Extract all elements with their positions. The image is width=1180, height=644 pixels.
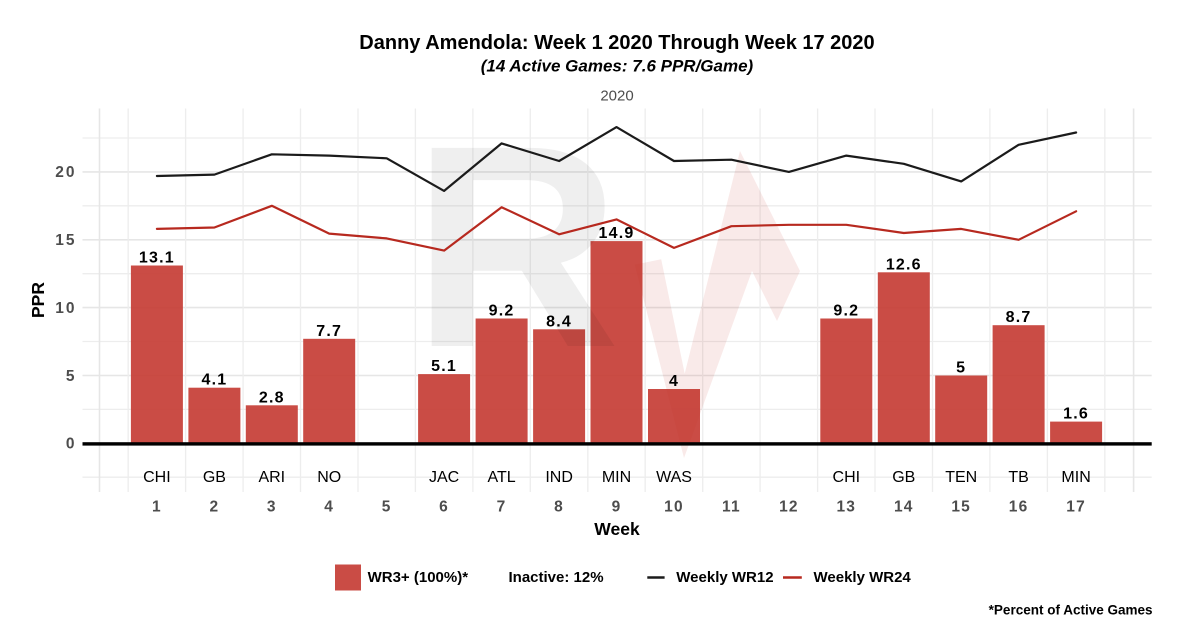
svg-text:2.8: 2.8 bbox=[259, 389, 285, 406]
svg-text:14.9: 14.9 bbox=[599, 225, 635, 242]
svg-text:CHI: CHI bbox=[143, 469, 171, 486]
svg-text:9.2: 9.2 bbox=[833, 303, 859, 320]
svg-text:Weekly WR12: Weekly WR12 bbox=[676, 569, 773, 586]
svg-text:8.7: 8.7 bbox=[1006, 309, 1032, 326]
svg-text:*Percent of Active Games: *Percent of Active Games bbox=[989, 603, 1153, 618]
svg-text:9.2: 9.2 bbox=[489, 303, 515, 320]
svg-text:13: 13 bbox=[836, 499, 856, 516]
svg-text:8.4: 8.4 bbox=[546, 313, 572, 330]
svg-text:PPR: PPR bbox=[28, 282, 48, 318]
svg-text:0: 0 bbox=[66, 436, 77, 453]
svg-text:4: 4 bbox=[324, 499, 334, 516]
svg-text:Weekly WR24: Weekly WR24 bbox=[814, 569, 912, 586]
svg-text:Danny Amendola: Week 1 2020 Th: Danny Amendola: Week 1 2020 Through Week… bbox=[359, 32, 874, 54]
svg-text:13.1: 13.1 bbox=[139, 250, 175, 267]
svg-text:ARI: ARI bbox=[258, 469, 285, 486]
svg-text:GB: GB bbox=[892, 469, 915, 486]
svg-text:9: 9 bbox=[612, 499, 622, 516]
svg-text:TB: TB bbox=[1008, 469, 1028, 486]
svg-text:IND: IND bbox=[545, 469, 573, 486]
svg-text:11: 11 bbox=[722, 499, 741, 516]
svg-text:MIN: MIN bbox=[602, 469, 631, 486]
svg-text:1: 1 bbox=[152, 499, 162, 516]
svg-text:12.6: 12.6 bbox=[886, 256, 922, 273]
svg-text:14: 14 bbox=[894, 499, 914, 516]
svg-text:(14 Active Games: 7.6 PPR/Game: (14 Active Games: 7.6 PPR/Game) bbox=[481, 57, 754, 76]
svg-text:Inactive: 12%: Inactive: 12% bbox=[509, 569, 604, 586]
svg-text:5: 5 bbox=[956, 360, 966, 377]
svg-text:5: 5 bbox=[66, 368, 77, 385]
svg-text:ATL: ATL bbox=[488, 469, 516, 486]
svg-text:12: 12 bbox=[779, 499, 799, 516]
svg-text:5: 5 bbox=[382, 499, 392, 516]
svg-text:MIN: MIN bbox=[1061, 469, 1090, 486]
svg-text:WAS: WAS bbox=[656, 469, 692, 486]
svg-text:10: 10 bbox=[664, 499, 684, 516]
svg-text:4: 4 bbox=[669, 373, 679, 390]
svg-text:4.1: 4.1 bbox=[201, 372, 227, 389]
svg-text:WR3+ (100%)*: WR3+ (100%)* bbox=[368, 569, 469, 586]
svg-text:GB: GB bbox=[203, 469, 226, 486]
svg-text:5.1: 5.1 bbox=[431, 358, 457, 375]
svg-text:3: 3 bbox=[267, 499, 277, 516]
svg-text:20: 20 bbox=[55, 164, 76, 181]
svg-text:JAC: JAC bbox=[429, 469, 459, 486]
svg-text:Week: Week bbox=[594, 519, 640, 539]
svg-text:TEN: TEN bbox=[945, 469, 977, 486]
svg-text:16: 16 bbox=[1009, 499, 1029, 516]
svg-text:7.7: 7.7 bbox=[316, 323, 342, 340]
svg-text:CHI: CHI bbox=[833, 469, 861, 486]
svg-text:15: 15 bbox=[951, 499, 971, 516]
svg-text:17: 17 bbox=[1066, 499, 1086, 516]
svg-text:NO: NO bbox=[317, 469, 341, 486]
svg-text:10: 10 bbox=[55, 300, 76, 317]
svg-text:15: 15 bbox=[55, 232, 76, 249]
svg-text:1.6: 1.6 bbox=[1063, 406, 1089, 423]
svg-text:7: 7 bbox=[497, 499, 507, 516]
svg-text:2: 2 bbox=[209, 499, 219, 516]
svg-text:2020: 2020 bbox=[600, 88, 633, 105]
svg-text:6: 6 bbox=[439, 499, 449, 516]
svg-text:8: 8 bbox=[554, 499, 564, 516]
